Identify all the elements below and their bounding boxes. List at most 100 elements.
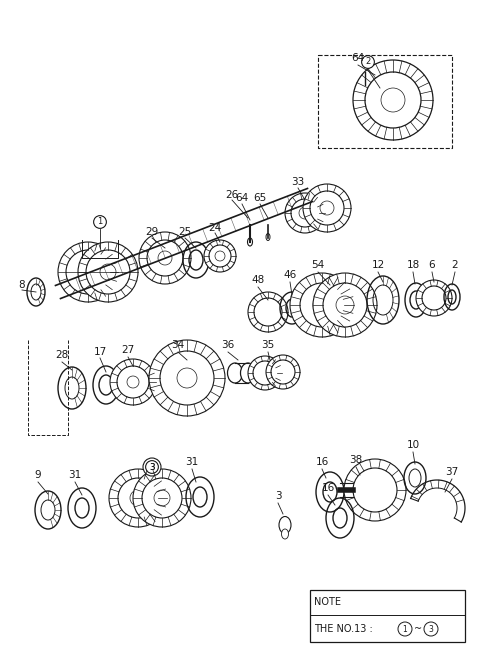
Circle shape — [323, 283, 367, 327]
Circle shape — [160, 351, 214, 405]
Circle shape — [291, 199, 319, 227]
Circle shape — [204, 240, 236, 272]
Circle shape — [248, 292, 288, 332]
Text: 54: 54 — [312, 260, 324, 270]
FancyBboxPatch shape — [310, 590, 465, 642]
Text: 28: 28 — [55, 350, 69, 360]
Circle shape — [381, 88, 405, 112]
Text: 33: 33 — [291, 177, 305, 187]
Text: NOTE: NOTE — [314, 598, 341, 607]
Circle shape — [398, 622, 412, 636]
Circle shape — [416, 280, 452, 316]
Text: 18: 18 — [407, 260, 420, 270]
Circle shape — [117, 366, 149, 398]
Circle shape — [118, 478, 158, 518]
Circle shape — [365, 72, 421, 128]
Circle shape — [266, 355, 300, 389]
Circle shape — [145, 461, 158, 474]
Circle shape — [147, 240, 183, 276]
Circle shape — [100, 264, 116, 280]
Text: 2: 2 — [365, 58, 371, 66]
Circle shape — [130, 490, 146, 506]
Circle shape — [127, 376, 139, 388]
Text: 16: 16 — [322, 483, 335, 493]
Text: 2: 2 — [452, 260, 458, 270]
Text: 3: 3 — [149, 462, 155, 472]
Circle shape — [271, 360, 295, 384]
Text: 24: 24 — [208, 223, 222, 233]
Ellipse shape — [228, 363, 242, 383]
Circle shape — [313, 296, 331, 314]
Text: 37: 37 — [445, 467, 458, 477]
Text: 38: 38 — [349, 455, 362, 465]
Circle shape — [310, 191, 344, 225]
Text: 8: 8 — [19, 280, 25, 290]
Text: 31: 31 — [68, 470, 82, 480]
Ellipse shape — [279, 516, 291, 533]
Text: 65: 65 — [253, 193, 266, 203]
Text: 6: 6 — [429, 260, 435, 270]
Circle shape — [94, 216, 107, 228]
Text: 3: 3 — [275, 491, 281, 501]
Text: 25: 25 — [179, 227, 192, 237]
Circle shape — [143, 458, 161, 476]
Circle shape — [361, 56, 374, 68]
Ellipse shape — [266, 234, 270, 241]
Circle shape — [353, 60, 433, 140]
Text: 17: 17 — [94, 347, 107, 357]
Circle shape — [109, 469, 167, 527]
Circle shape — [78, 242, 138, 302]
Text: 1: 1 — [97, 218, 103, 226]
Text: 36: 36 — [221, 340, 235, 350]
Circle shape — [215, 251, 225, 261]
Circle shape — [177, 368, 197, 388]
Text: THE NO.13 :: THE NO.13 : — [314, 624, 373, 634]
Circle shape — [254, 298, 282, 326]
Text: 3: 3 — [149, 462, 155, 472]
Circle shape — [336, 296, 354, 314]
Text: 29: 29 — [145, 227, 158, 237]
Circle shape — [253, 361, 277, 385]
Circle shape — [344, 459, 406, 521]
Text: 27: 27 — [121, 345, 134, 355]
Text: 1: 1 — [403, 625, 408, 634]
Text: 10: 10 — [407, 440, 420, 450]
Text: 64: 64 — [235, 193, 249, 203]
Text: 35: 35 — [262, 340, 275, 350]
Text: 46: 46 — [283, 270, 297, 280]
Text: 9: 9 — [35, 470, 41, 480]
Circle shape — [80, 264, 96, 280]
Circle shape — [142, 478, 182, 518]
Circle shape — [248, 356, 282, 390]
Circle shape — [313, 273, 377, 337]
Text: 48: 48 — [252, 275, 264, 285]
Circle shape — [66, 250, 110, 294]
Ellipse shape — [248, 238, 252, 246]
Circle shape — [139, 232, 191, 284]
Circle shape — [299, 207, 311, 219]
Circle shape — [149, 340, 225, 416]
Circle shape — [209, 245, 231, 267]
Circle shape — [158, 251, 172, 265]
Circle shape — [285, 193, 325, 233]
Text: 3: 3 — [429, 625, 433, 634]
Text: ~: ~ — [414, 624, 422, 634]
Circle shape — [422, 286, 446, 310]
Circle shape — [424, 622, 438, 636]
Circle shape — [353, 468, 397, 512]
Text: 31: 31 — [185, 457, 199, 467]
Circle shape — [300, 283, 344, 327]
Circle shape — [86, 250, 130, 294]
Circle shape — [58, 242, 118, 302]
Ellipse shape — [281, 529, 288, 539]
Text: 34: 34 — [171, 340, 185, 350]
Text: 16: 16 — [315, 457, 329, 467]
Text: 12: 12 — [372, 260, 384, 270]
Text: 26: 26 — [226, 190, 239, 200]
Circle shape — [290, 273, 354, 337]
Ellipse shape — [240, 363, 255, 383]
Text: 64: 64 — [351, 53, 365, 63]
Circle shape — [154, 490, 170, 506]
Circle shape — [133, 469, 191, 527]
Circle shape — [320, 201, 334, 215]
